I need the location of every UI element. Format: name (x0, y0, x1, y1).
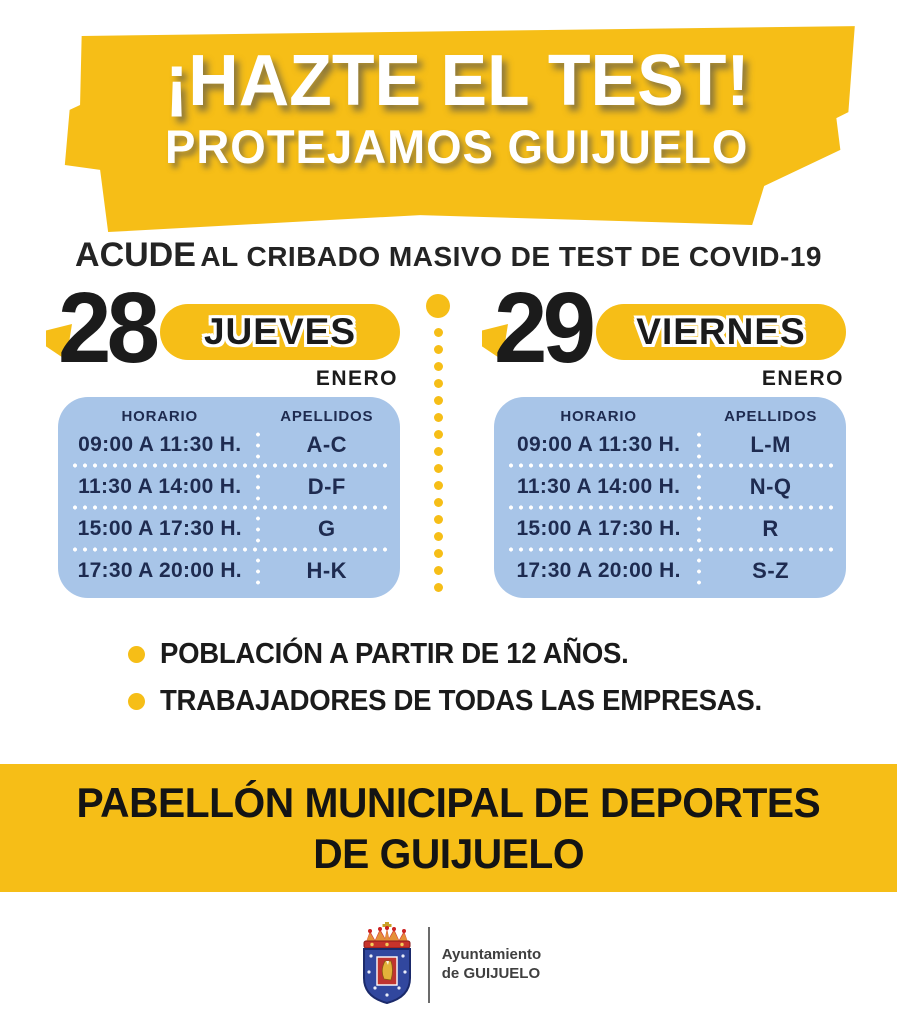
list-item: POBLACIÓN A PARTIR DE 12 AÑOS. (128, 638, 794, 671)
footer-divider (427, 927, 430, 1003)
vertical-dotted-separator (693, 471, 706, 502)
dotted-divider (425, 294, 451, 600)
table-row: 09:00 A 11:30 H. A-C (68, 429, 390, 460)
column-header-apellidos: APELLIDOS (280, 408, 374, 425)
bullet-icon (128, 693, 145, 710)
vertical-dotted-separator (251, 513, 264, 544)
column-header-horario: HORARIO (560, 408, 637, 425)
poster-subtitle-title: PROTEJAMOS GUIJUELO (165, 119, 749, 173)
vertical-dotted-separator (693, 555, 706, 586)
list-item: TRABAJADORES DE TODAS LAS EMPRESAS. (128, 685, 794, 718)
schedule-28-header-row: HORARIO APELLIDOS (68, 405, 390, 429)
day-29-number: 29 (494, 272, 596, 384)
day-28-name: JUEVES (203, 311, 356, 352)
subtitle-lead: ACUDE (75, 236, 196, 274)
call-to-action-line: ACUDE AL CRIBADO MASIVO DE TEST DE COVID… (0, 236, 897, 275)
table-row: 15:00 A 17:30 H. G (68, 513, 390, 544)
table-row: 09:00 A 11:30 H. L-M (504, 429, 836, 460)
column-header-apellidos: APELLIDOS (724, 408, 818, 425)
vertical-dotted-separator (251, 555, 264, 586)
bullet-icon (128, 646, 145, 663)
vertical-dotted-separator (251, 471, 264, 502)
day-28-ribbon: JUEVES (160, 304, 400, 360)
table-row: 17:30 A 20:00 H. S-Z (504, 555, 836, 586)
table-row: 11:30 A 14:00 H. D-F (68, 471, 390, 502)
guijuelo-crest-icon (362, 922, 411, 1005)
footer-org-line-1: Ayuntamiento (441, 946, 542, 964)
day-29-ribbon: VIERNES (596, 304, 846, 360)
vertical-dotted-separator (693, 429, 706, 460)
schedule-table-28: HORARIO APELLIDOS 09:00 A 11:30 H. A-C 1… (58, 397, 400, 598)
day-28-header: JUEVES 28 (46, 278, 400, 378)
horizontal-dotted-separator (506, 463, 834, 468)
poster-title: ¡HAZTE EL TEST! (164, 41, 750, 121)
venue-banner: PABELLÓN MUNICIPAL DE DEPORTES DE GUIJUE… (0, 764, 897, 892)
footer-org: Ayuntamiento de GUIJUELO (442, 946, 541, 984)
footer-org-line-2: de GUIJUELO (441, 965, 541, 982)
day-28-number: 28 (58, 272, 160, 384)
horizontal-dotted-separator (506, 547, 834, 552)
horizontal-dotted-separator (70, 547, 388, 552)
table-row: 11:30 A 14:00 H. N-Q (504, 471, 836, 502)
horizontal-dotted-separator (506, 505, 834, 510)
column-header-horario: HORARIO (121, 408, 198, 425)
vertical-dotted-separator (251, 429, 264, 460)
horizontal-dotted-separator (70, 505, 388, 510)
venue-line-2: DE GUIJUELO (313, 830, 584, 877)
day-section-29: VIERNES 29 ENERO HORARIO APELLIDOS 09:00… (482, 278, 846, 598)
horizontal-dotted-separator (70, 463, 388, 468)
day-29-header: VIERNES 29 (482, 278, 846, 378)
day-29-name: VIERNES (636, 311, 806, 352)
footer: Ayuntamiento de GUIJUELO (0, 922, 897, 1008)
divider-dot-icon (426, 294, 450, 318)
subtitle-rest: AL CRIBADO MASIVO DE TEST DE COVID-19 (200, 241, 822, 272)
eligibility-notes: POBLACIÓN A PARTIR DE 12 AÑOS. TRABAJADO… (128, 638, 794, 732)
day-section-28: JUEVES 28 ENERO HORARIO APELLIDOS 09:00 … (46, 278, 400, 598)
table-row: 15:00 A 17:30 H. R (504, 513, 836, 544)
day-28-month: ENERO (315, 367, 398, 390)
table-row: 17:30 A 20:00 H. H-K (68, 555, 390, 586)
schedule-29-header-row: HORARIO APELLIDOS (504, 405, 836, 429)
day-29-month: ENERO (761, 367, 844, 390)
venue-line-1: PABELLÓN MUNICIPAL DE DEPORTES (76, 778, 821, 826)
schedule-table-29: HORARIO APELLIDOS 09:00 A 11:30 H. L-M 1… (494, 397, 846, 598)
header-banner: ¡HAZTE EL TEST! PROTEJAMOS GUIJUELO (64, 26, 855, 233)
vertical-dotted-separator (693, 513, 706, 544)
